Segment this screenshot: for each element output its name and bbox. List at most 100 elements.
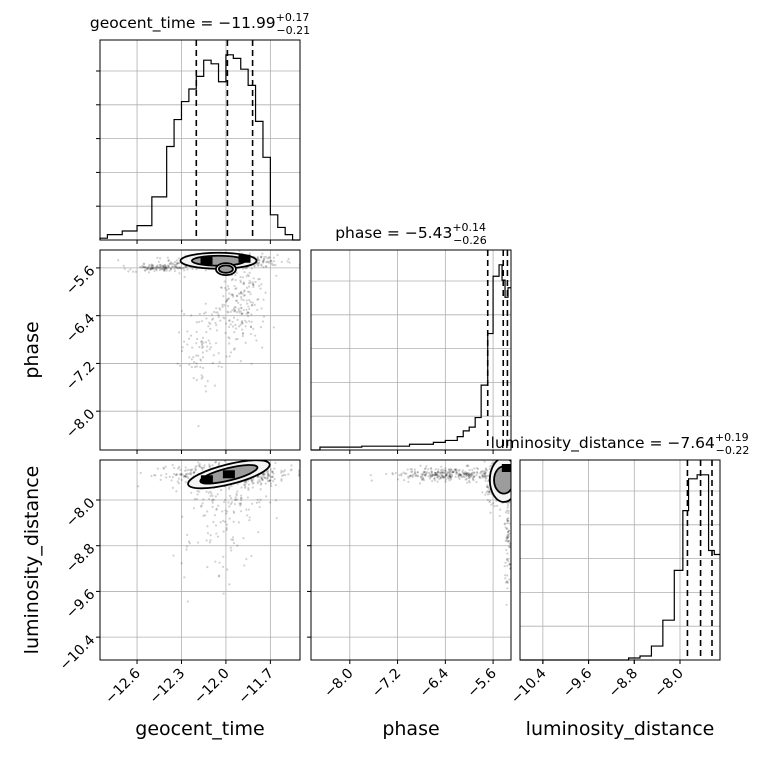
sample-point <box>231 309 234 312</box>
sample-point <box>458 472 461 475</box>
sample-point <box>240 312 243 315</box>
sample-point <box>228 486 231 489</box>
sample-point <box>504 561 507 564</box>
sample-point <box>471 473 474 476</box>
title-luminosity_distance: luminosity_distance = −7.64+0.19 −0.22 <box>491 431 750 457</box>
x-tick-label: −5.6 <box>465 665 500 700</box>
sample-point <box>237 521 241 524</box>
sample-point <box>219 521 222 524</box>
sample-point <box>427 475 430 478</box>
sample-point <box>141 264 144 268</box>
sample-point <box>235 294 238 297</box>
sample-point <box>423 473 426 477</box>
sample-point <box>231 325 235 328</box>
sample-point <box>454 475 457 478</box>
sample-point <box>473 476 476 479</box>
sample-point <box>440 475 444 478</box>
sample-point <box>242 282 246 285</box>
sample-point <box>251 283 255 286</box>
sample-point <box>489 465 492 468</box>
sample-point <box>234 278 237 282</box>
sample-point <box>228 517 231 520</box>
sample-point <box>264 476 267 480</box>
sample-point <box>235 271 238 274</box>
x-tick-label: −9.6 <box>560 665 595 700</box>
sample-point <box>448 474 451 477</box>
sample-point <box>232 541 236 545</box>
sample-point <box>174 265 178 268</box>
sample-point <box>204 269 207 272</box>
sample-point <box>506 587 509 590</box>
sample-point <box>247 305 250 308</box>
sample-point <box>484 467 488 470</box>
sample-point <box>224 512 228 515</box>
scatter-points <box>369 460 511 606</box>
sample-point <box>444 471 447 474</box>
sample-point <box>467 464 470 468</box>
sample-point <box>476 467 480 471</box>
sample-point <box>234 498 237 501</box>
sample-point <box>504 574 507 577</box>
sample-point <box>168 269 171 272</box>
sample-point <box>229 323 232 326</box>
sample-point <box>154 267 158 271</box>
sample-point <box>231 320 234 323</box>
sample-point <box>410 468 413 471</box>
sample-point <box>240 307 243 310</box>
sample-point <box>451 470 454 474</box>
sample-point <box>229 310 232 314</box>
sample-point <box>237 301 240 304</box>
sample-point <box>203 466 206 469</box>
sample-point <box>424 474 427 477</box>
sample-point <box>162 264 165 268</box>
sample-point <box>484 469 487 473</box>
panel-frame-2d <box>310 459 512 661</box>
sample-point <box>431 479 434 483</box>
sample-point <box>252 284 255 287</box>
x-tick-label: −8.0 <box>321 666 356 701</box>
sample-point <box>149 266 152 269</box>
sample-point <box>245 275 248 278</box>
sample-point <box>239 303 242 306</box>
sample-point <box>240 312 244 315</box>
sample-point <box>232 510 235 513</box>
sample-point <box>234 273 237 277</box>
sample-point <box>251 301 254 304</box>
sample-point <box>449 475 452 479</box>
sample-point <box>284 474 287 477</box>
sample-point <box>473 467 476 470</box>
sample-point <box>424 473 427 476</box>
density-peak <box>222 470 235 479</box>
sample-point <box>506 581 510 584</box>
sample-point <box>245 299 248 302</box>
sample-point <box>256 308 259 312</box>
sample-point <box>428 477 432 480</box>
sample-point <box>201 466 204 469</box>
sample-point <box>471 468 474 471</box>
sample-point <box>441 474 444 477</box>
sample-point <box>265 470 268 474</box>
sample-point <box>142 262 146 265</box>
sample-point <box>185 474 188 477</box>
sample-point <box>200 342 204 345</box>
sample-point <box>239 291 243 294</box>
sample-point <box>209 490 212 493</box>
sample-point <box>217 575 221 578</box>
sample-point <box>465 472 468 476</box>
sample-point <box>231 295 235 298</box>
sample-point <box>148 268 152 271</box>
sample-point <box>217 504 220 507</box>
sample-point <box>484 479 487 482</box>
sample-point <box>187 468 190 471</box>
sample-point <box>174 474 178 477</box>
sample-point <box>449 478 453 481</box>
sample-point <box>198 463 201 466</box>
sample-point <box>175 473 178 476</box>
sample-point <box>225 523 229 526</box>
sample-point <box>184 472 188 476</box>
x-axis-label-luminosity-distance: luminosity_distance <box>526 718 715 740</box>
sample-point <box>256 498 259 501</box>
y-axis-label-luminosity-distance: luminosity_distance <box>21 466 43 655</box>
contour-outer <box>215 262 237 277</box>
sample-point <box>412 473 415 476</box>
